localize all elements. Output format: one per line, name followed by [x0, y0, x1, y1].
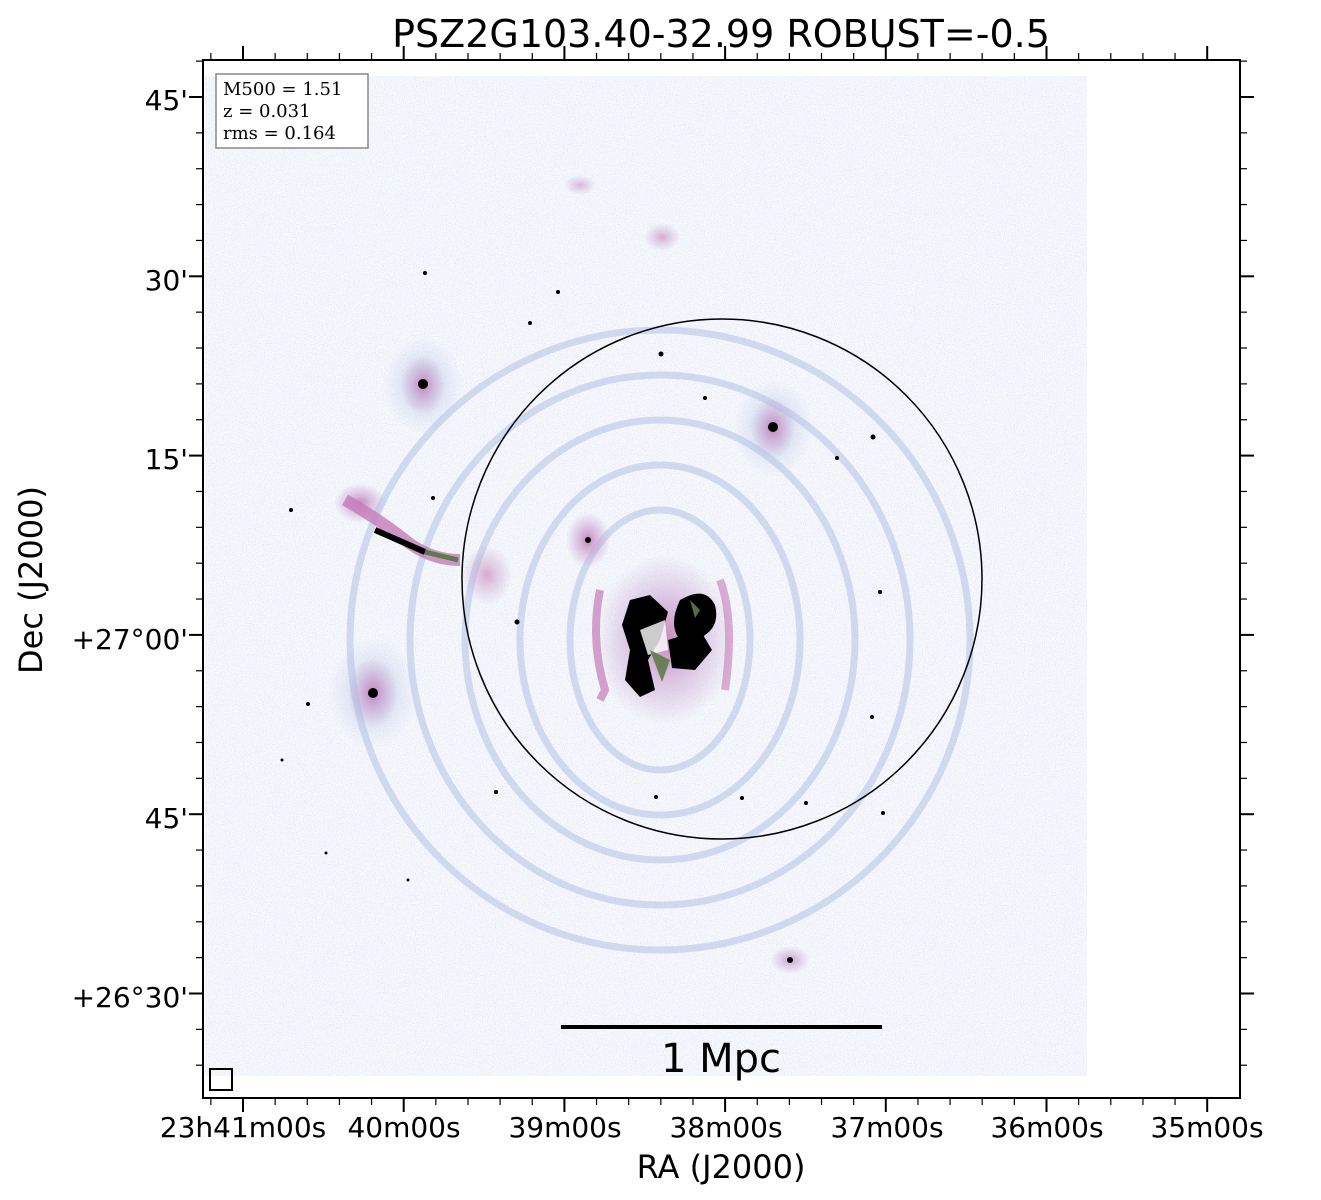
x-tick-label: 23h41m00s	[160, 1111, 327, 1144]
info-redshift: z = 0.031	[223, 101, 311, 122]
scalebar: 1 Mpc	[561, 1025, 882, 1082]
point-source-south	[770, 946, 810, 974]
plot-frame	[202, 59, 1241, 1099]
y-tick-labels: 45' 30' 15' +27°00' 45' +26°30'	[72, 84, 188, 1014]
info-rms: rms = 0.164	[223, 123, 336, 144]
y-tick-label: +26°30'	[72, 981, 188, 1014]
point-source-mid	[566, 512, 610, 568]
x-tick-labels: 23h41m00s 40m00s 39m00s 38m00s 37m00s 36…	[160, 1111, 1264, 1144]
x-tick-label: 37m00s	[830, 1111, 943, 1144]
x-axis-title: RA (J2000)	[637, 1148, 806, 1186]
tailed-radio-galaxy	[334, 483, 512, 605]
point-source-top	[564, 175, 680, 251]
plot-title: PSZ2G103.40-32.99 ROBUST=-0.5	[392, 12, 1050, 56]
point-source-nw	[383, 337, 463, 433]
x-tick-label: 38m00s	[669, 1111, 782, 1144]
compact-sources	[280, 271, 885, 882]
x-tick-label: 36m00s	[990, 1111, 1103, 1144]
scalebar-label: 1 Mpc	[661, 1036, 781, 1082]
point-source-w	[329, 638, 417, 748]
beam-indicator	[209, 1068, 233, 1091]
axis-ticks	[189, 46, 1254, 1112]
y-axis-title: Dec (J2000)	[12, 486, 50, 674]
y-tick-label: 45'	[145, 84, 188, 117]
info-box: M500 = 1.51 z = 0.031 rms = 0.164	[215, 73, 369, 149]
info-m500: M500 = 1.51	[223, 79, 342, 100]
y-tick-label: 30'	[145, 264, 188, 297]
ripple-artifacts	[346, 326, 974, 954]
x-tick-label: 35m00s	[1150, 1111, 1263, 1144]
radio-image	[205, 76, 1087, 1076]
y-tick-label: 15'	[145, 443, 188, 476]
x-tick-label: 40m00s	[347, 1111, 460, 1144]
y-tick-label: 45'	[145, 802, 188, 835]
cluster-emission	[592, 555, 735, 725]
r500-circle	[461, 318, 983, 840]
x-tick-label: 39m00s	[508, 1111, 621, 1144]
y-tick-label: +27°00'	[72, 623, 188, 656]
point-source-ne	[733, 380, 813, 476]
